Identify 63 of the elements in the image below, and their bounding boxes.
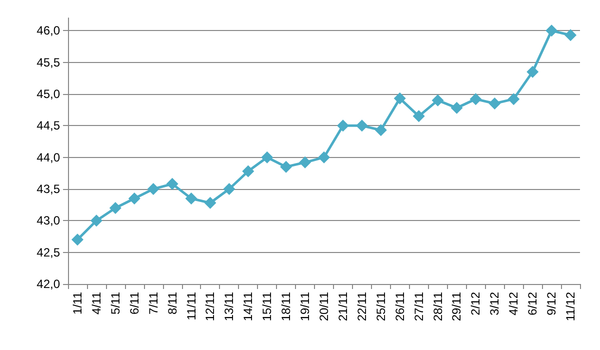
point	[318, 151, 330, 164]
x-tick-label: 12/11	[203, 292, 218, 322]
x-tick-label: 19/11	[298, 292, 312, 322]
point	[374, 124, 387, 136]
x-tick-label: 11/11	[184, 292, 198, 320]
point	[432, 94, 444, 106]
x-tick-label: 28/11	[430, 292, 445, 322]
point	[166, 178, 178, 190]
point	[412, 110, 425, 122]
point	[508, 93, 520, 106]
point	[336, 120, 349, 132]
x-tick-label: 4/11	[89, 292, 104, 314]
point	[394, 92, 406, 104]
point	[526, 66, 539, 78]
y-tick-label: 43,5	[36, 182, 60, 196]
point	[546, 24, 558, 37]
point	[450, 102, 463, 114]
x-tick-label: 4/12	[506, 292, 521, 316]
x-tick-label: 6/11	[127, 292, 142, 314]
x-tick-label: 3/12	[488, 292, 502, 316]
y-tick-label: 43,0	[36, 214, 60, 228]
x-tick-label: 27/11	[412, 292, 426, 322]
x-tick-label: 2/12	[468, 292, 483, 316]
point	[280, 160, 292, 173]
x-tick-label: 20/11	[317, 292, 331, 322]
x-tick-label: 9/12	[544, 292, 559, 316]
point	[356, 120, 368, 132]
x-tick-label: 29/11	[450, 292, 464, 322]
x-tick-label: 11/12	[564, 292, 578, 322]
point	[128, 192, 140, 204]
x-tick-label: 7/11	[146, 292, 160, 314]
point	[147, 183, 160, 195]
x-tick-label: 15/11	[260, 292, 274, 322]
point	[185, 192, 198, 204]
point	[242, 165, 254, 178]
point	[470, 93, 482, 106]
y-tick-label: 44,0	[36, 150, 60, 164]
y-tick-label: 42,5	[36, 245, 60, 260]
y-tick-label: 45,5	[36, 55, 60, 70]
point	[223, 183, 236, 195]
x-tick-label: 13/11	[222, 292, 236, 322]
x-tick-label: 1/11	[70, 292, 84, 314]
y-tick-label: 45,0	[36, 87, 60, 101]
point	[71, 234, 84, 246]
y-tick-label: 46,0	[36, 24, 60, 38]
point	[299, 156, 312, 168]
point	[109, 202, 122, 214]
point	[261, 151, 274, 164]
x-tick-label: 6/12	[526, 292, 540, 316]
point	[90, 214, 102, 227]
x-tick-label: 21/11	[336, 292, 350, 322]
x-tick-label: 5/11	[108, 292, 122, 314]
x-tick-label: 14/11	[241, 292, 256, 322]
point	[204, 196, 216, 209]
x-tick-label: 26/11	[392, 292, 407, 322]
x-tick-label: 8/11	[165, 292, 180, 314]
x-tick-label: 22/11	[354, 292, 369, 322]
x-tick-label: 25/11	[374, 292, 388, 322]
y-tick-label: 44,5	[36, 118, 60, 133]
point	[564, 29, 577, 42]
y-tick-label: 42,0	[36, 277, 60, 291]
point	[488, 98, 501, 110]
x-tick-label: 18/11	[279, 292, 294, 322]
